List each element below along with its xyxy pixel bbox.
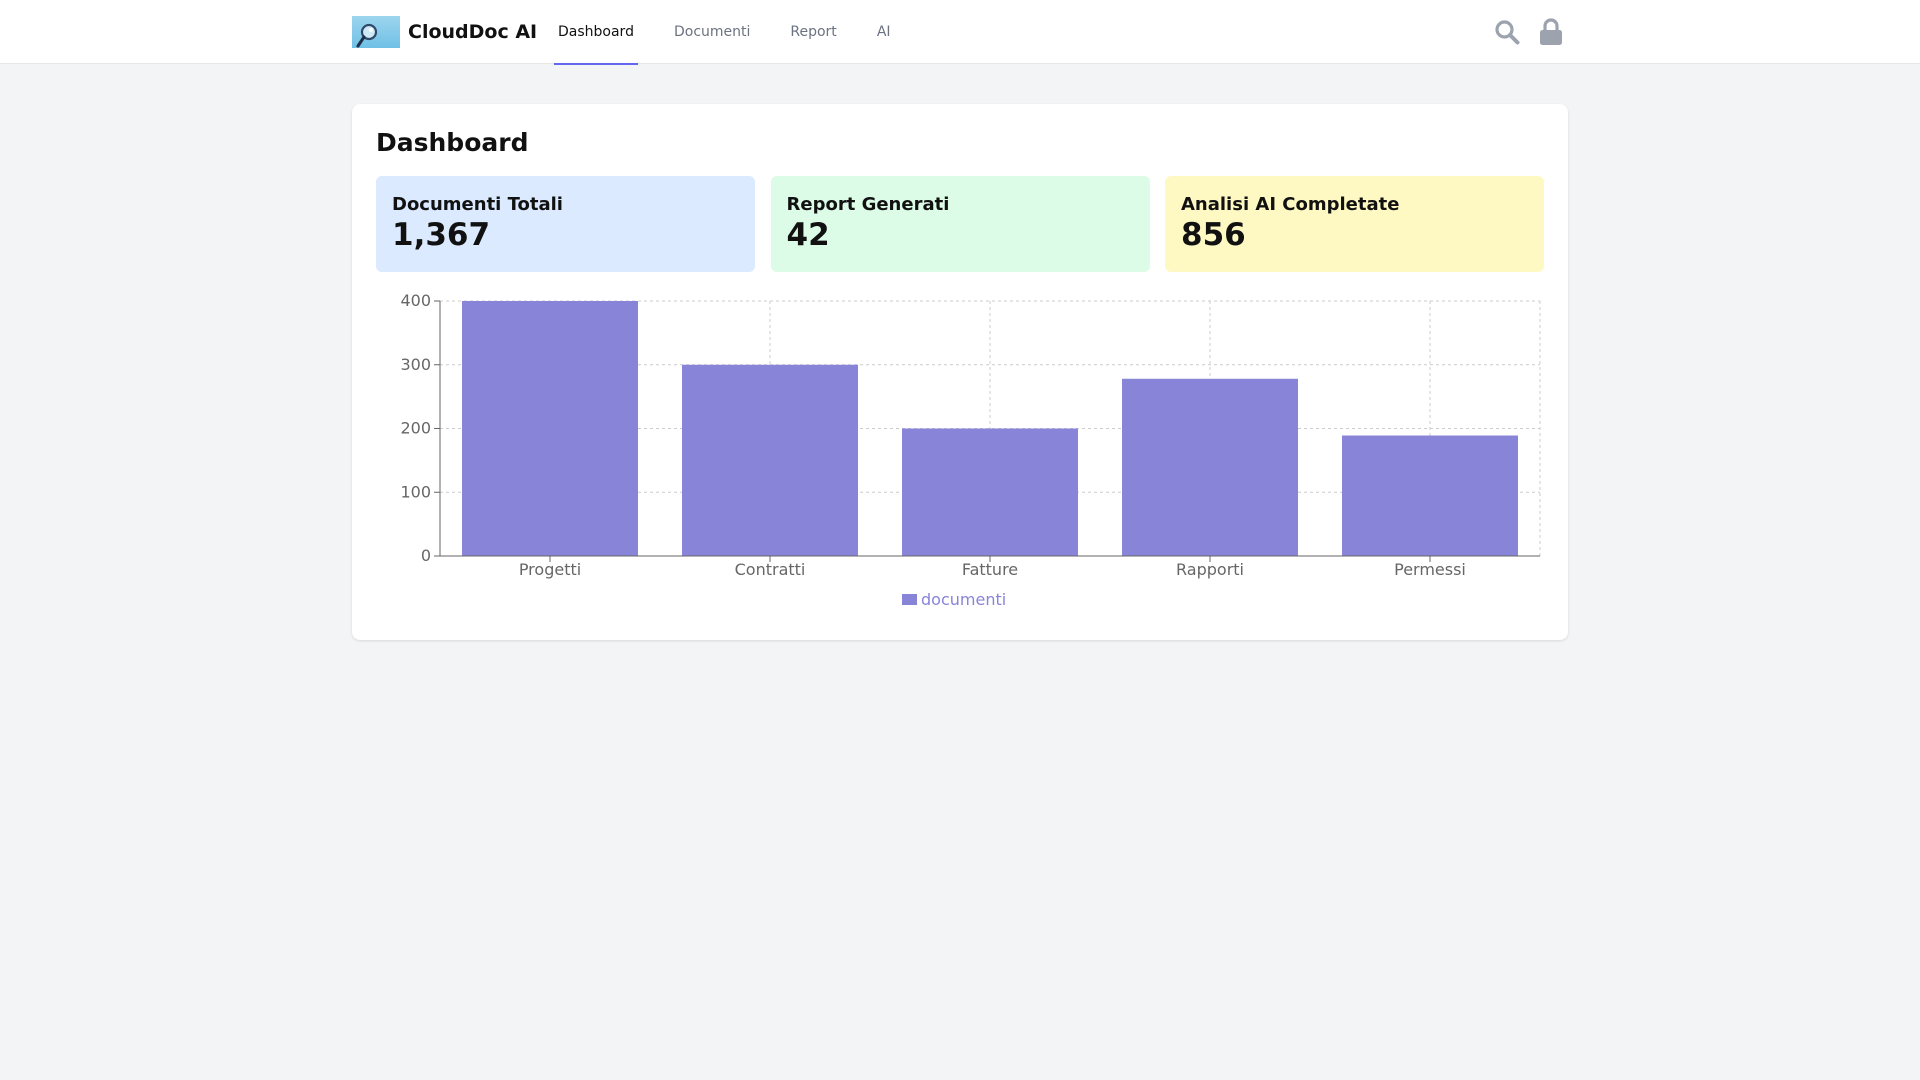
stat-label: Analisi AI Completate: [1181, 194, 1400, 215]
lock-icon[interactable]: [1537, 18, 1565, 46]
search-icon[interactable]: [1493, 18, 1521, 46]
bar-fatture: [902, 428, 1078, 556]
tab-documenti[interactable]: Documenti: [670, 0, 754, 64]
x-tick-label: Progetti: [519, 560, 581, 579]
x-tick-label: Rapporti: [1176, 560, 1244, 579]
tab-label: Report: [790, 24, 837, 40]
tab-dashboard[interactable]: Dashboard: [554, 0, 638, 65]
stat-card-report: Report Generati 42: [770, 176, 1150, 272]
tab-ai[interactable]: AI: [873, 0, 895, 64]
magnifier-logo-icon: [352, 16, 400, 48]
tab-label: Dashboard: [558, 24, 634, 40]
stat-label: Documenti Totali: [392, 194, 563, 215]
tab-label: Documenti: [673, 24, 751, 40]
stats-row: Documenti Totali 1,367 Report Generati 4…: [376, 176, 1544, 272]
y-tick-label: 100: [400, 482, 431, 501]
legend-label: documenti: [921, 589, 1007, 609]
legend-swatch: [902, 593, 917, 605]
bar-permessi: [1342, 435, 1518, 556]
y-tick-label: 400: [400, 291, 431, 310]
x-tick-label: Permessi: [1394, 560, 1466, 579]
tab-report[interactable]: Report: [786, 0, 840, 64]
stat-card-documenti: Documenti Totali 1,367: [376, 176, 755, 272]
bar-progetti: [462, 301, 638, 556]
y-tick-label: 300: [400, 355, 431, 374]
y-tick-label: 0: [421, 546, 431, 565]
x-tick-label: Contratti: [735, 560, 806, 579]
stat-label: Report Generati: [786, 194, 950, 215]
dashboard-card: Dashboard Documenti Totali 1,367 Report …: [352, 104, 1568, 640]
chart-legend[interactable]: documenti: [902, 588, 1006, 610]
brand[interactable]: CloudDoc AI: [352, 16, 537, 48]
top-actions: [1477, 18, 1565, 46]
stat-value: 1,367: [392, 217, 491, 253]
stat-value: 42: [786, 217, 830, 253]
top-navbar: CloudDoc AI Dashboard Documenti Report A…: [0, 0, 1920, 65]
app-name: CloudDoc AI: [408, 21, 538, 43]
main-nav: Dashboard Documenti Report AI: [554, 0, 927, 65]
page-title: Dashboard: [376, 128, 529, 157]
tab-label: AI: [876, 24, 891, 40]
x-tick-label: Fatture: [962, 560, 1018, 579]
bar-contratti: [682, 364, 858, 556]
stat-card-analisi: Analisi AI Completate 856: [1165, 176, 1544, 272]
bar-rapporti: [1122, 378, 1298, 556]
stat-value: 856: [1181, 217, 1246, 253]
y-tick-label: 200: [400, 419, 431, 438]
